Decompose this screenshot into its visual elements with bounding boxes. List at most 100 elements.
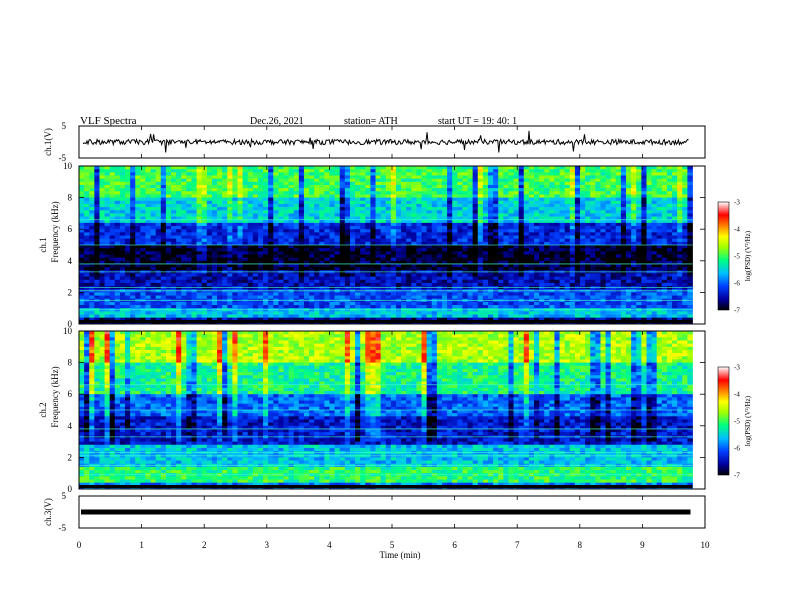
spectrogram-cell: [370, 232, 376, 236]
spectrogram-cell: [197, 296, 203, 300]
spectrogram-cell: [227, 239, 233, 243]
spectrogram-cell: [110, 254, 116, 258]
spectrogram-cell: [253, 254, 259, 258]
spectrogram-cell: [176, 185, 182, 189]
spectrogram-cell: [478, 223, 484, 227]
spectrogram-cell: [641, 172, 647, 176]
spectrogram-cell: [560, 188, 566, 192]
spectrogram-cell: [498, 226, 504, 230]
spectrogram-cell: [304, 172, 310, 176]
spectrogram-cell: [565, 229, 571, 233]
spectrogram-cell: [222, 267, 228, 271]
spectrogram-cell: [452, 229, 458, 233]
spectrogram-cell: [370, 210, 376, 214]
spectrogram-cell: [115, 267, 121, 271]
spectrogram-cell: [340, 229, 346, 233]
spectrogram-cell: [120, 273, 126, 277]
spectrogram-cell: [427, 296, 433, 300]
spectrogram-cell: [283, 236, 289, 240]
spectrogram-cell: [590, 207, 596, 211]
spectrogram-cell: [498, 198, 504, 202]
spectrogram-cell: [217, 254, 223, 258]
spectrogram-cell: [202, 213, 208, 217]
spectrogram-cell: [462, 220, 468, 224]
spectrogram-cell: [514, 198, 520, 202]
spectrogram-cell: [386, 179, 392, 183]
spectrogram-cell: [565, 207, 571, 211]
spectrogram-cell: [478, 251, 484, 255]
spectrogram-cell: [621, 220, 627, 224]
spectrogram-cell: [273, 213, 279, 217]
spectrogram-cell: [391, 220, 397, 224]
spectrogram-cell: [396, 239, 402, 243]
spectrogram-cell: [227, 182, 233, 186]
spectrogram-cell: [503, 169, 509, 173]
spectrogram-cell: [166, 232, 172, 236]
spectrogram-cell: [396, 204, 402, 208]
spectrogram-cell: [616, 229, 622, 233]
spectrogram-cell: [299, 251, 305, 255]
spectrogram-cell: [355, 283, 361, 287]
spectrogram-cell: [657, 179, 663, 183]
spectrogram-cell: [161, 182, 167, 186]
spectrogram-cell: [560, 273, 566, 277]
spectrogram-cell: [437, 185, 443, 189]
spectrogram-cell: [646, 210, 652, 214]
spectrogram-cell: [416, 254, 422, 258]
spectrogram-cell: [365, 194, 371, 198]
spectrogram-cell: [626, 251, 632, 255]
spectrogram-cell: [222, 229, 228, 233]
spectrogram-cell: [181, 236, 187, 240]
spectrogram-cell: [580, 236, 586, 240]
spectrogram-cell: [94, 280, 100, 284]
spectrogram-cell: [283, 226, 289, 230]
spectrogram-cell: [273, 191, 279, 195]
spectrogram-cell: [202, 267, 208, 271]
spectrogram-cell: [570, 283, 576, 287]
spectrogram-cell: [534, 201, 540, 205]
spectrogram-cell: [539, 248, 545, 252]
spectrogram-cell: [447, 277, 453, 281]
spectrogram-cell: [636, 172, 642, 176]
spectrogram-cell: [135, 175, 141, 179]
spectrogram-cell: [140, 188, 146, 192]
spectrogram-cell: [202, 188, 208, 192]
spectrogram-cell: [549, 204, 555, 208]
spectrogram-cell: [498, 182, 504, 186]
spectrogram-cell: [227, 229, 233, 233]
spectrogram-cell: [202, 201, 208, 205]
spectrogram-cell: [99, 264, 105, 268]
spectrogram-cell: [191, 201, 197, 205]
spectrogram-cell: [176, 267, 182, 271]
spectrogram-cell: [401, 210, 407, 214]
spectrogram-cell: [258, 239, 264, 243]
spectrogram-cell: [176, 223, 182, 227]
spectrogram-cell: [672, 229, 678, 233]
spectrogram-cell: [498, 232, 504, 236]
spectrogram-cell: [611, 273, 617, 277]
spectrogram-cell: [652, 201, 658, 205]
spectrogram-cell: [84, 169, 90, 173]
spectrogram-cell: [79, 236, 85, 240]
spectrogram-cell: [263, 264, 269, 268]
spectrogram-cell: [616, 188, 622, 192]
spectrogram-cell: [370, 296, 376, 300]
spectrogram-cell: [335, 201, 341, 205]
spectrogram-cell: [79, 264, 85, 268]
spectrogram-cell: [473, 182, 479, 186]
spectrogram-cell: [335, 280, 341, 284]
spectrogram-cell: [99, 258, 105, 262]
spectrogram-cell: [268, 207, 274, 211]
spectrogram-cell: [457, 245, 463, 249]
spectrogram-cell: [462, 232, 468, 236]
spectrogram-cell: [135, 213, 141, 217]
spectrogram-cell: [565, 188, 571, 192]
spectrogram-cell: [156, 169, 162, 173]
spectrogram-cell: [606, 292, 612, 296]
spectrogram-cell: [503, 277, 509, 281]
spectrogram-cell: [411, 292, 417, 296]
spectrogram-cell: [406, 232, 412, 236]
spectrogram-cell: [396, 220, 402, 224]
spectrogram-cell: [590, 188, 596, 192]
spectrogram-cell: [370, 245, 376, 249]
